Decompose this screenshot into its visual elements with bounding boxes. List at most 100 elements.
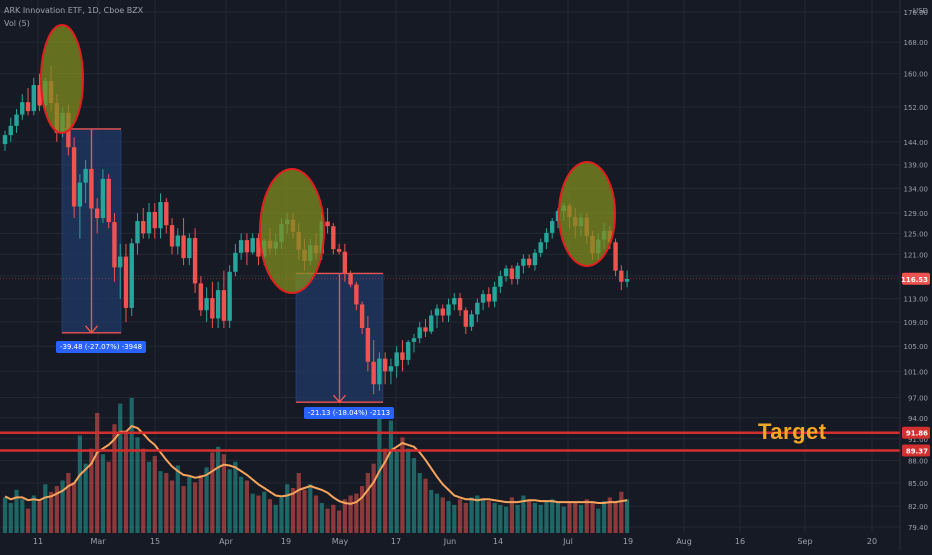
target-line-1-badge-bg [902,426,930,439]
candle [181,218,186,266]
candle [377,352,382,391]
volume-bar [584,499,589,533]
volume-bar [607,497,612,533]
volume-bar [187,476,192,533]
x-tick-label: Jul [562,537,573,546]
volume-bar [457,499,463,533]
volume-bar [285,484,290,533]
x-tick-label: 19 [281,537,291,546]
measure-label-2[interactable]: -21.13 (-18.04%) -2113 [304,407,395,419]
x-tick-label: 15 [150,537,160,546]
candle [394,346,399,378]
candle-body [429,315,434,332]
volume-bar [112,424,117,533]
candle-body [210,298,215,319]
candle-body [244,240,250,253]
volume-bar [423,478,428,533]
candle-body [544,232,549,243]
candle [71,137,77,219]
price-tick-label: 94.00 [908,415,928,423]
candle-body [532,252,538,266]
candle-body [463,310,468,327]
price-tick-label: 113.00 [904,296,929,304]
candle-body [31,85,36,112]
candle-body [94,208,100,219]
volume-bar [365,473,370,533]
candle [486,287,492,308]
candle-body [359,304,365,328]
candle-body [25,102,31,112]
price-tick-label: 176.00 [904,9,929,17]
candle [509,265,515,285]
volume-bar [164,473,169,533]
candle [83,160,88,204]
candle [77,174,83,239]
candle-body [100,178,106,219]
candle-body [175,235,180,247]
candle [94,198,100,234]
measure-label-1[interactable]: -39.48 (-27.07%) -3948 [56,341,147,353]
x-tick-label: May [332,537,349,546]
candle [429,310,434,334]
candle-body [89,168,94,209]
candle [475,298,480,322]
volume-bar [313,495,319,533]
candle-body [417,327,422,339]
volume-bar [475,495,480,533]
candle-body [135,221,140,244]
price-tick-label: 168.00 [904,39,929,47]
candle-body [515,265,520,279]
candle [446,298,451,322]
candle [342,243,348,282]
volume-bar [95,413,100,533]
candle [238,233,244,260]
volume-bar [83,463,88,533]
volume-bar [417,473,422,533]
volume-bar [463,503,468,533]
x-tick-label: 14 [493,537,503,546]
candle-body [233,252,238,272]
candle-body [181,235,186,259]
volume-bar [308,484,313,533]
volume-bar [192,482,198,533]
candle-body [221,290,227,321]
candle [463,307,468,334]
price-tick-label: 109.00 [904,319,929,327]
volume-bar [72,482,77,533]
candle [198,276,204,317]
volume-bar [601,501,607,533]
candle-body [37,85,42,106]
candle-body [354,284,359,305]
price-tick-label: 101.00 [904,368,929,376]
candle-body [187,238,192,259]
price-tick-label: 144.00 [904,139,929,147]
volume-bar [532,503,538,533]
candle-body [14,114,19,126]
candle [215,281,221,328]
price-tick-label: 82.00 [908,503,928,511]
volume-bar [383,448,388,533]
candle-body [388,366,394,372]
target-annotation[interactable]: Target [758,419,827,444]
x-tick-label: Aug [676,537,692,546]
volume-bar [129,398,134,533]
price-tick-label: 160.00 [904,71,929,79]
candle [164,198,169,234]
candle-body [336,249,342,252]
candle [192,228,198,293]
x-tick-label: Sep [797,537,812,546]
volume-bar [54,486,59,533]
measure-arrow-head [332,394,347,404]
candle [169,218,175,255]
candle [406,340,411,365]
candle [20,94,25,120]
candle [336,243,342,255]
volume-bar [440,497,445,533]
candle-body [498,276,503,287]
chart-legend: ARK Innovation ETF, 1D, Cboe BZX Vol (5) [4,4,143,30]
volume-bar [550,499,555,533]
volume-bar [377,416,382,533]
candle-body [550,221,555,233]
